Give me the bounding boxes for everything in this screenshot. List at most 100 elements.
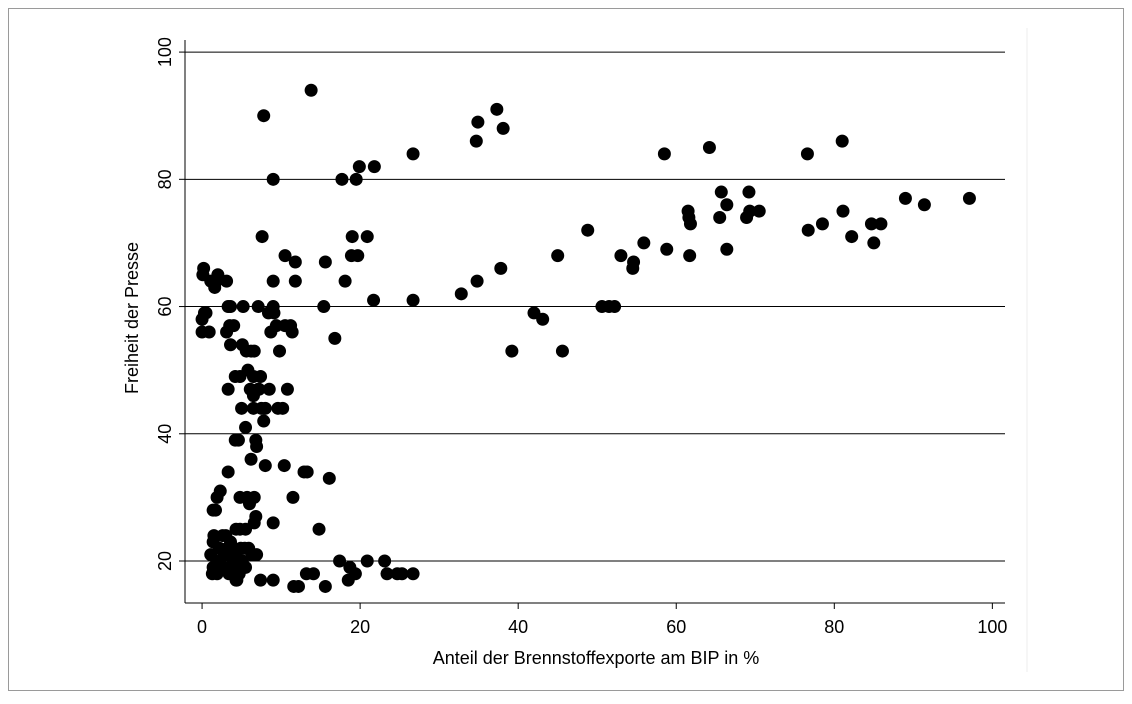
x-tick-label: 60 — [666, 617, 686, 637]
point — [247, 516, 261, 530]
point — [683, 249, 697, 263]
point — [454, 287, 468, 301]
point — [917, 198, 931, 212]
point — [360, 554, 374, 568]
point — [406, 567, 420, 581]
point — [702, 141, 716, 155]
point — [280, 382, 294, 396]
point — [257, 109, 271, 123]
point — [333, 554, 347, 568]
point — [242, 497, 256, 511]
point — [224, 300, 238, 314]
point — [395, 567, 409, 581]
point — [864, 217, 878, 231]
point — [898, 191, 912, 205]
point — [494, 261, 508, 275]
point — [471, 115, 485, 129]
point — [235, 560, 249, 574]
point — [406, 293, 420, 307]
point — [752, 204, 766, 218]
point — [322, 471, 336, 485]
point — [351, 249, 365, 263]
point — [257, 414, 271, 428]
y-tick-label: 100 — [155, 37, 175, 67]
point — [266, 172, 280, 186]
point — [352, 160, 366, 174]
point — [220, 274, 234, 288]
point — [221, 465, 235, 479]
point — [874, 217, 888, 231]
point — [233, 522, 247, 536]
point — [267, 306, 281, 320]
point — [536, 312, 550, 326]
point — [380, 567, 394, 581]
point — [266, 516, 280, 530]
point — [312, 522, 326, 536]
y-tick-label: 80 — [155, 169, 175, 189]
point — [231, 433, 245, 447]
point — [608, 300, 622, 314]
point — [801, 223, 815, 237]
point — [470, 274, 484, 288]
point — [224, 338, 238, 352]
point — [490, 102, 504, 116]
point — [742, 185, 756, 199]
y-axis-title: Freiheit der Presse — [122, 242, 142, 394]
y-tick-label: 60 — [155, 297, 175, 317]
point — [258, 459, 272, 473]
point — [367, 293, 381, 307]
point — [300, 465, 314, 479]
point — [202, 325, 216, 339]
point — [235, 401, 249, 415]
y-tick-label: 20 — [155, 551, 175, 571]
point — [406, 147, 420, 161]
point — [255, 230, 269, 244]
point — [197, 306, 211, 320]
point — [247, 344, 261, 358]
point — [338, 274, 352, 288]
point — [288, 274, 302, 288]
point — [273, 344, 287, 358]
point — [555, 344, 569, 358]
point — [835, 134, 849, 148]
x-tick-label: 40 — [508, 617, 528, 637]
point — [246, 389, 260, 403]
point — [262, 382, 276, 396]
point — [236, 300, 250, 314]
point — [328, 331, 342, 345]
point — [286, 490, 300, 504]
point — [335, 172, 349, 186]
point — [867, 236, 881, 250]
point — [505, 344, 519, 358]
point — [345, 230, 359, 244]
point — [660, 242, 674, 256]
point — [627, 255, 641, 269]
point — [800, 147, 814, 161]
point — [276, 401, 290, 415]
point — [720, 198, 734, 212]
point — [360, 230, 374, 244]
point — [836, 204, 850, 218]
x-axis-title: Anteil der Brennstoffexporte am BIP in % — [433, 648, 760, 668]
point — [551, 249, 565, 263]
point — [244, 452, 258, 466]
x-tick-label: 0 — [197, 617, 207, 637]
point — [288, 255, 302, 269]
x-tick-label: 20 — [350, 617, 370, 637]
point — [307, 567, 321, 581]
point — [266, 274, 280, 288]
point — [349, 172, 363, 186]
point — [304, 83, 318, 97]
point — [209, 503, 223, 517]
point — [258, 401, 272, 415]
point — [266, 573, 280, 587]
point — [367, 160, 381, 174]
point — [220, 325, 234, 339]
point — [250, 548, 264, 562]
point — [317, 300, 331, 314]
point — [318, 579, 332, 593]
point — [815, 217, 829, 231]
x-tick-label: 80 — [824, 617, 844, 637]
